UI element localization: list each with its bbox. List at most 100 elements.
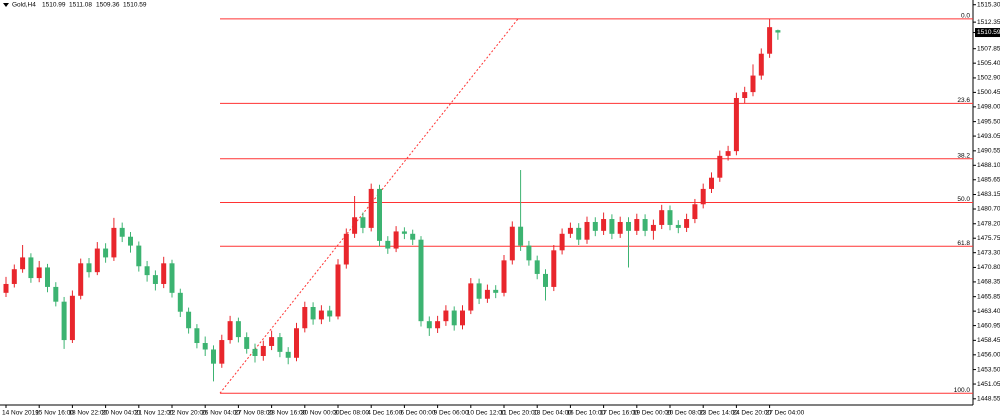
y-tick-label: 1500.45 [977, 89, 1000, 96]
x-tick-label: 13 Dec 04:00 [533, 410, 572, 417]
x-tick-label: 9 Dec 06:00 [434, 410, 469, 417]
y-tick-label: 1507.85 [977, 45, 1000, 52]
x-tick-label: 26 Nov 04:00 [201, 410, 240, 417]
candle-body [758, 53, 764, 76]
candle-body [675, 224, 681, 228]
candle-body [775, 30, 781, 33]
candle-body [368, 188, 374, 228]
candle-body [617, 221, 623, 234]
candle-body [144, 266, 150, 276]
candle-body [28, 257, 34, 279]
fib-label: 23.6 [957, 97, 970, 104]
y-tick-label: 1465.85 [977, 293, 1000, 300]
x-tick-label: 17 Dec 16:00 [600, 410, 639, 417]
candle-body [426, 321, 432, 329]
candle-body [501, 260, 507, 293]
candle-body [385, 240, 391, 249]
x-tick-label: 30 Nov 00:00 [301, 410, 340, 417]
candle-body [352, 217, 358, 234]
candle-body [3, 283, 9, 293]
candle-body [227, 321, 233, 341]
candle-body [592, 221, 598, 231]
candle-body [161, 263, 167, 284]
x-tick-label: 10 Dec 12:00 [467, 410, 506, 417]
y-tick-label: 1473.30 [977, 249, 1000, 256]
candle-body [418, 239, 424, 322]
fib-label: 50.0 [957, 196, 970, 203]
candle-body [642, 219, 648, 231]
candle-body [725, 151, 731, 156]
candle-body [443, 310, 449, 322]
y-tick-label: 1468.35 [977, 279, 1000, 286]
y-tick-label: 1451.05 [977, 381, 1000, 388]
candle-body [186, 311, 192, 329]
y-tick-label: 1515.30 [977, 1, 1000, 8]
candle-body [543, 273, 548, 287]
candle-body [294, 328, 299, 358]
candle-body [269, 337, 275, 346]
y-tick-label: 1458.45 [977, 337, 1000, 344]
x-tick-label: 3 Dec 08:00 [334, 410, 369, 417]
candle-body [767, 27, 773, 54]
candle-body [609, 219, 615, 234]
candle-body [650, 224, 656, 231]
candle-body [468, 283, 474, 311]
x-tick-label: 19 Dec 00:00 [633, 410, 672, 417]
y-tick-label: 1453.50 [977, 366, 1000, 373]
candle-body [20, 257, 26, 270]
candle-body [659, 210, 665, 225]
candle-body [733, 98, 739, 152]
candle-body [393, 231, 399, 249]
x-tick-label: 4 Dec 16:00 [367, 410, 402, 417]
y-tick-label: 1485.65 [977, 176, 1000, 183]
candle-body [692, 204, 698, 220]
candle-body [119, 227, 125, 237]
candle-body [128, 236, 133, 246]
y-tick-label: 1483.15 [977, 191, 1000, 198]
last-price-label: 1510.59 [977, 29, 1000, 36]
x-tick-label: 27 Dec 04:00 [766, 410, 805, 417]
candle-body [559, 233, 565, 251]
x-tick-label: 22 Nov 20:00 [168, 410, 207, 417]
candle-body [335, 264, 341, 317]
candle-body [750, 75, 756, 93]
candle-body [244, 337, 250, 349]
fib-label: 100.0 [954, 387, 971, 394]
candle-body [567, 227, 573, 234]
x-tick-label: 27 Nov 08:00 [234, 410, 273, 417]
candle-body [700, 188, 706, 205]
candle-body [360, 217, 366, 228]
candle-body [584, 221, 590, 240]
candle-body [78, 263, 84, 296]
candle-body [211, 349, 216, 364]
candle-body [327, 310, 333, 317]
y-tick-label: 1470.80 [977, 264, 1000, 271]
x-tick-label: 18 Nov 22:00 [68, 410, 107, 417]
candle-body [302, 306, 308, 329]
candle-body [534, 260, 540, 274]
candle-body [103, 248, 109, 258]
y-tick-label: 1460.95 [977, 322, 1000, 329]
candle-body [684, 219, 690, 228]
candle-body [277, 337, 283, 352]
candle-body [717, 155, 723, 178]
candle-body [509, 226, 515, 261]
candle-body [69, 295, 75, 341]
y-tick-label: 1505.40 [977, 60, 1000, 67]
header-open: 1510.99 [42, 2, 66, 9]
candle-body [484, 289, 490, 299]
candle-body [11, 269, 17, 284]
symbol: Gold,H4 [12, 2, 36, 9]
y-tick-label: 1475.75 [977, 235, 1000, 242]
candle-body [601, 219, 607, 231]
y-tick-label: 1448.55 [977, 396, 1000, 403]
x-tick-label: 20 Nov 04:00 [102, 410, 141, 417]
candle-body [260, 345, 266, 356]
y-tick-label: 1495.50 [977, 118, 1000, 125]
y-tick-label: 1512.35 [977, 19, 1000, 26]
menu-arrow[interactable] [3, 3, 9, 7]
x-tick-label: 20 Dec 08:00 [666, 410, 705, 417]
y-tick-label: 1493.05 [977, 133, 1000, 140]
x-tick-label: 11 Dec 20:00 [500, 410, 539, 417]
